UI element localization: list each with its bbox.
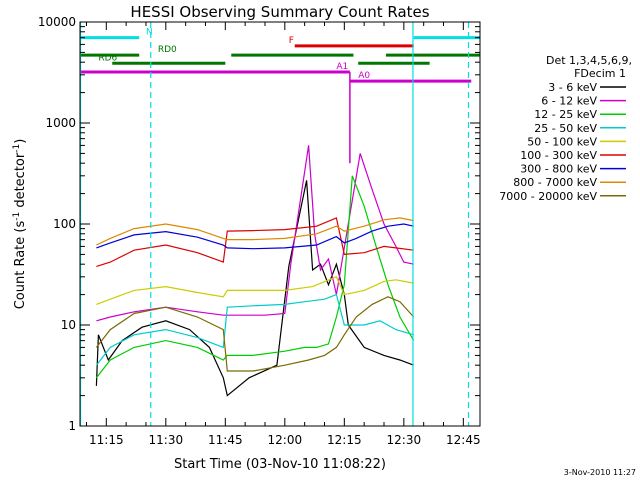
x-tick-label-6: 12:45 [446,433,481,447]
state-bar-label-F: F [289,36,294,46]
x-tick-label-0: 11:15 [89,433,124,447]
plot-frame [79,21,481,427]
x-axis-label: Start Time (03-Nov-10 11:08:22) [174,457,386,472]
legend-title-2: FDecim 1 [574,67,626,80]
series-line-7 [96,217,414,246]
series-line-4 [96,276,414,305]
x-tick-label-5: 12:30 [387,433,422,447]
x-axis: 11:15 11:30 11:45 12:00 12:15 12:30 12:45 [85,22,481,447]
x-tick-label-2: 11:45 [208,433,243,447]
y-tick-label-0: 1 [68,419,76,433]
chart-title: HESSI Observing Summary Count Rates [130,3,429,21]
state-bar-label-A0: A0 [358,71,370,81]
legend-label-3: 25 - 50 keV [534,122,597,135]
y-axis: 1 10 100 1000 10000 [38,15,480,433]
series-layer [95,145,415,397]
series-line-6 [96,223,414,250]
legend-label-8: 7000 - 20000 keV [499,190,597,203]
state-bar-label-RD6: RD6 [98,53,117,63]
series-line-3 [95,293,414,366]
state-bar-label-RD0: RD0 [158,45,177,55]
x-tick-label-1: 11:30 [149,433,184,447]
legend-label-2: 12 - 25 keV [534,108,597,121]
y-tick-label-1: 10 [61,318,76,332]
y-tick-label-4: 10000 [38,15,76,29]
state-bar-label-N: N [146,28,153,38]
series-line-5 [96,217,414,267]
legend-label-0: 3 - 6 keV [548,81,597,94]
legend-title-1: Det 1,3,4,5,6,9, [546,54,632,67]
series-line-1 [96,145,414,322]
x-tick-label-4: 12:15 [327,433,362,447]
legend-label-7: 800 - 7000 keV [513,176,597,189]
vertical-markers-layer [79,22,470,426]
state-bar-label-A1: A1 [336,62,348,72]
legend-label-5: 100 - 300 keV [520,149,597,162]
series-line-0 [95,180,414,397]
legend-label-4: 50 - 100 keV [527,135,597,148]
date-stamp: 3-Nov-2010 11:27 [564,468,636,477]
series-line-8 [95,296,415,372]
y-tick-label-3: 1000 [45,116,76,130]
state-bars-layer: N F RD0 RD6 A1 A0 [80,28,480,164]
x-tick-label-3: 12:00 [268,433,303,447]
legend-label-6: 300 - 800 keV [520,163,597,176]
y-axis-label: Count Rate (s-1 detector-1) [12,139,28,310]
series-line-2 [95,175,415,379]
y-tick-label-2: 100 [53,217,76,231]
legend-label-1: 6 - 12 keV [541,95,597,108]
